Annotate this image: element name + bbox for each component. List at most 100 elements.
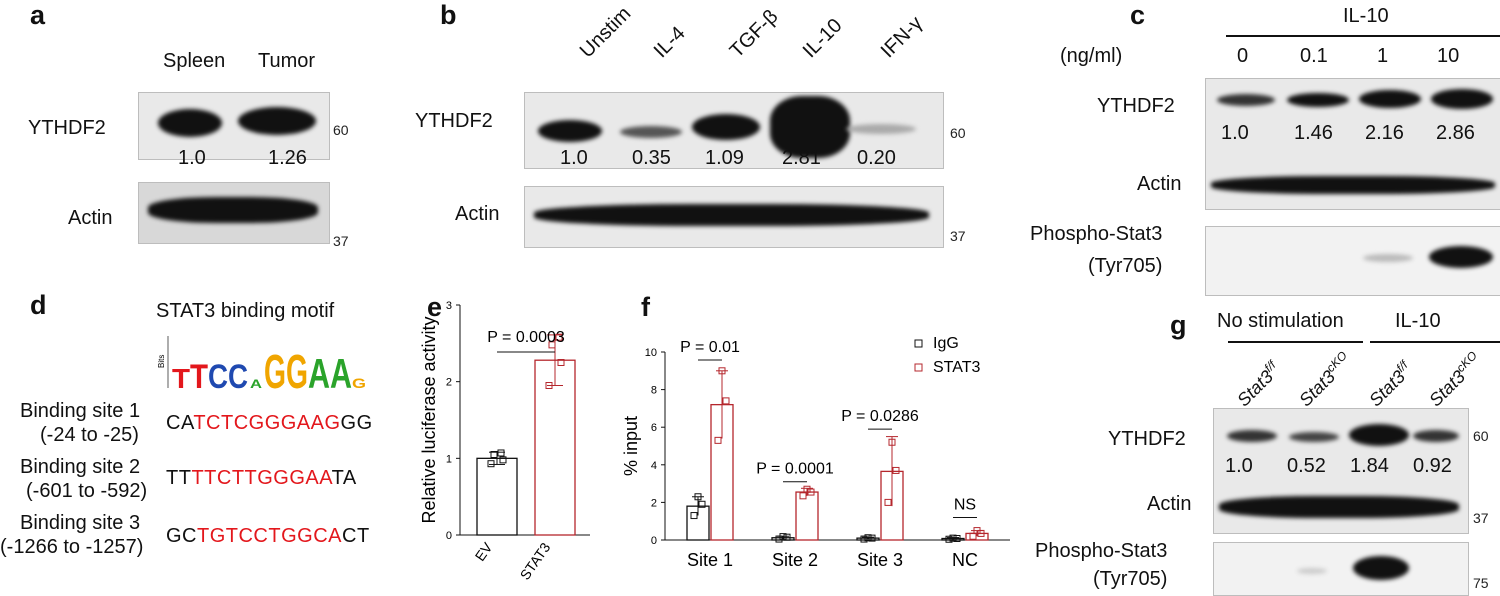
panel-label-f: f <box>641 292 650 322</box>
panel-label-g: g <box>1170 310 1187 340</box>
binding-site-3-range: (-1266 to -1257) <box>0 536 144 558</box>
svg-text:T: T <box>190 358 208 396</box>
logo-letters: T T C C A G G A A G <box>172 346 366 399</box>
mw-marker-37: 37 <box>950 228 966 244</box>
dose-0-1: 0.1 <box>1300 45 1328 67</box>
svg-text:T: T <box>172 363 190 394</box>
data-point <box>490 451 498 458</box>
p-value-label: P = 0.0003 <box>487 329 565 346</box>
p-value-label: P = 0.0286 <box>841 408 919 425</box>
panel-label-b: b <box>440 0 457 30</box>
data-point <box>803 485 811 493</box>
quant-value-2: 0.52 <box>1287 455 1326 477</box>
y-tick-label: 1 <box>446 453 452 465</box>
data-point <box>557 359 565 366</box>
blot-ythdf2 <box>524 92 944 169</box>
quant-value-spleen: 1.0 <box>178 147 206 169</box>
p-value-label: NS <box>954 496 976 513</box>
row-label-phospho-stat3: Phospho-Stat3 <box>1035 540 1168 562</box>
y-tick-label: 4 <box>651 460 657 472</box>
mw-marker-60: 60 <box>333 122 349 138</box>
quant-value-unstim: 1.0 <box>560 147 588 169</box>
binding-site-2-range: (-601 to -592) <box>26 480 148 502</box>
data-point <box>779 533 787 541</box>
y-tick-label: 3 <box>446 300 452 312</box>
data-point <box>949 534 957 542</box>
binding-site-1-range: (-24 to -25) <box>40 424 139 446</box>
lane-label-2: Stat3cKO <box>1295 348 1350 411</box>
blot-actin <box>524 186 944 248</box>
data-point <box>868 534 876 542</box>
quant-value-1: 2.16 <box>1365 122 1404 144</box>
data-point <box>775 535 783 543</box>
y-tick-label: 8 <box>651 385 657 397</box>
treatment-label: IL-10 <box>1343 5 1389 27</box>
blot-phospho-stat3 <box>1213 542 1469 596</box>
quant-value-il10: 2.81 <box>782 147 821 169</box>
data-point <box>888 438 896 446</box>
data-point <box>698 500 706 508</box>
panel-label-a: a <box>30 0 46 30</box>
quant-value-tgfb: 1.09 <box>705 147 744 169</box>
data-point <box>860 535 868 543</box>
data-point <box>718 367 726 375</box>
legend-marker-igg <box>914 339 923 348</box>
row-label-actin: Actin <box>1137 173 1182 195</box>
data-point <box>969 532 977 540</box>
p-value-label: P = 0.0001 <box>756 461 834 478</box>
motif-title: STAT3 binding motif <box>156 300 335 322</box>
quant-value-4: 0.92 <box>1413 455 1452 477</box>
data-point <box>499 456 507 464</box>
blot-phospho-stat3 <box>1205 226 1500 296</box>
data-point <box>799 492 807 500</box>
y-tick-label: 6 <box>651 422 657 434</box>
data-point <box>555 333 563 341</box>
data-point <box>497 449 505 457</box>
data-point <box>783 533 791 541</box>
column-label-tumor: Tumor <box>258 50 316 72</box>
blot-ythdf2 <box>1205 78 1500 210</box>
quant-value-tumor: 1.26 <box>268 147 307 169</box>
x-tick-label: EV <box>472 539 496 564</box>
y-tick-label: 10 <box>645 347 657 359</box>
blot-actin <box>138 182 330 244</box>
row-label-ythdf2: YTHDF2 <box>28 117 106 139</box>
binding-site-2-sequence: TTTTCTTGGGAATA <box>166 467 357 489</box>
svg-text:G: G <box>286 346 308 399</box>
svg-text:G: G <box>264 346 286 399</box>
lane-label-1: Stat3f/f <box>1233 357 1279 411</box>
column-label-tgfb: TGF-β <box>725 5 783 63</box>
chip-bar-chart: 0 2 4 6 8 10 % input Site 1 Site 2 Site 3 NC P = 0.… <box>621 335 1010 570</box>
y-tick-label: 0 <box>446 530 452 542</box>
svg-text:C: C <box>228 358 248 396</box>
data-point <box>973 527 981 535</box>
mw-marker-75: 75 <box>1473 575 1489 591</box>
treatment-bracket <box>1226 35 1500 37</box>
data-point <box>953 534 961 542</box>
quant-value-10: 2.86 <box>1436 122 1475 144</box>
row-label-actin: Actin <box>1147 493 1192 515</box>
group-bracket-no-stimulation <box>1228 341 1363 343</box>
data-point <box>884 498 892 506</box>
column-label-unstim: Unstim <box>575 2 636 63</box>
row-label-actin: Actin <box>455 203 500 225</box>
svg-text:G: G <box>352 375 366 391</box>
mw-marker-60: 60 <box>950 125 966 141</box>
mw-marker-37: 37 <box>333 233 349 249</box>
data-point <box>945 535 953 543</box>
panel-label-c: c <box>1130 0 1146 30</box>
bar-ev <box>476 457 518 536</box>
mw-marker-37: 37 <box>1473 510 1489 526</box>
x-tick-label: Site 2 <box>772 550 818 570</box>
data-point <box>714 436 722 444</box>
data-point <box>487 460 495 468</box>
group-label-no-stimulation: No stimulation <box>1217 310 1344 332</box>
row-label-actin: Actin <box>68 207 113 229</box>
bar-stat3 <box>534 359 576 536</box>
data-point <box>722 397 730 405</box>
binding-site-3-name: Binding site 3 <box>20 512 141 534</box>
quant-value-ifng: 0.20 <box>857 147 896 169</box>
row-label-ythdf2: YTHDF2 <box>1108 428 1186 450</box>
legend-label-igg: IgG <box>933 335 959 352</box>
panel-label-e: e <box>427 292 443 322</box>
